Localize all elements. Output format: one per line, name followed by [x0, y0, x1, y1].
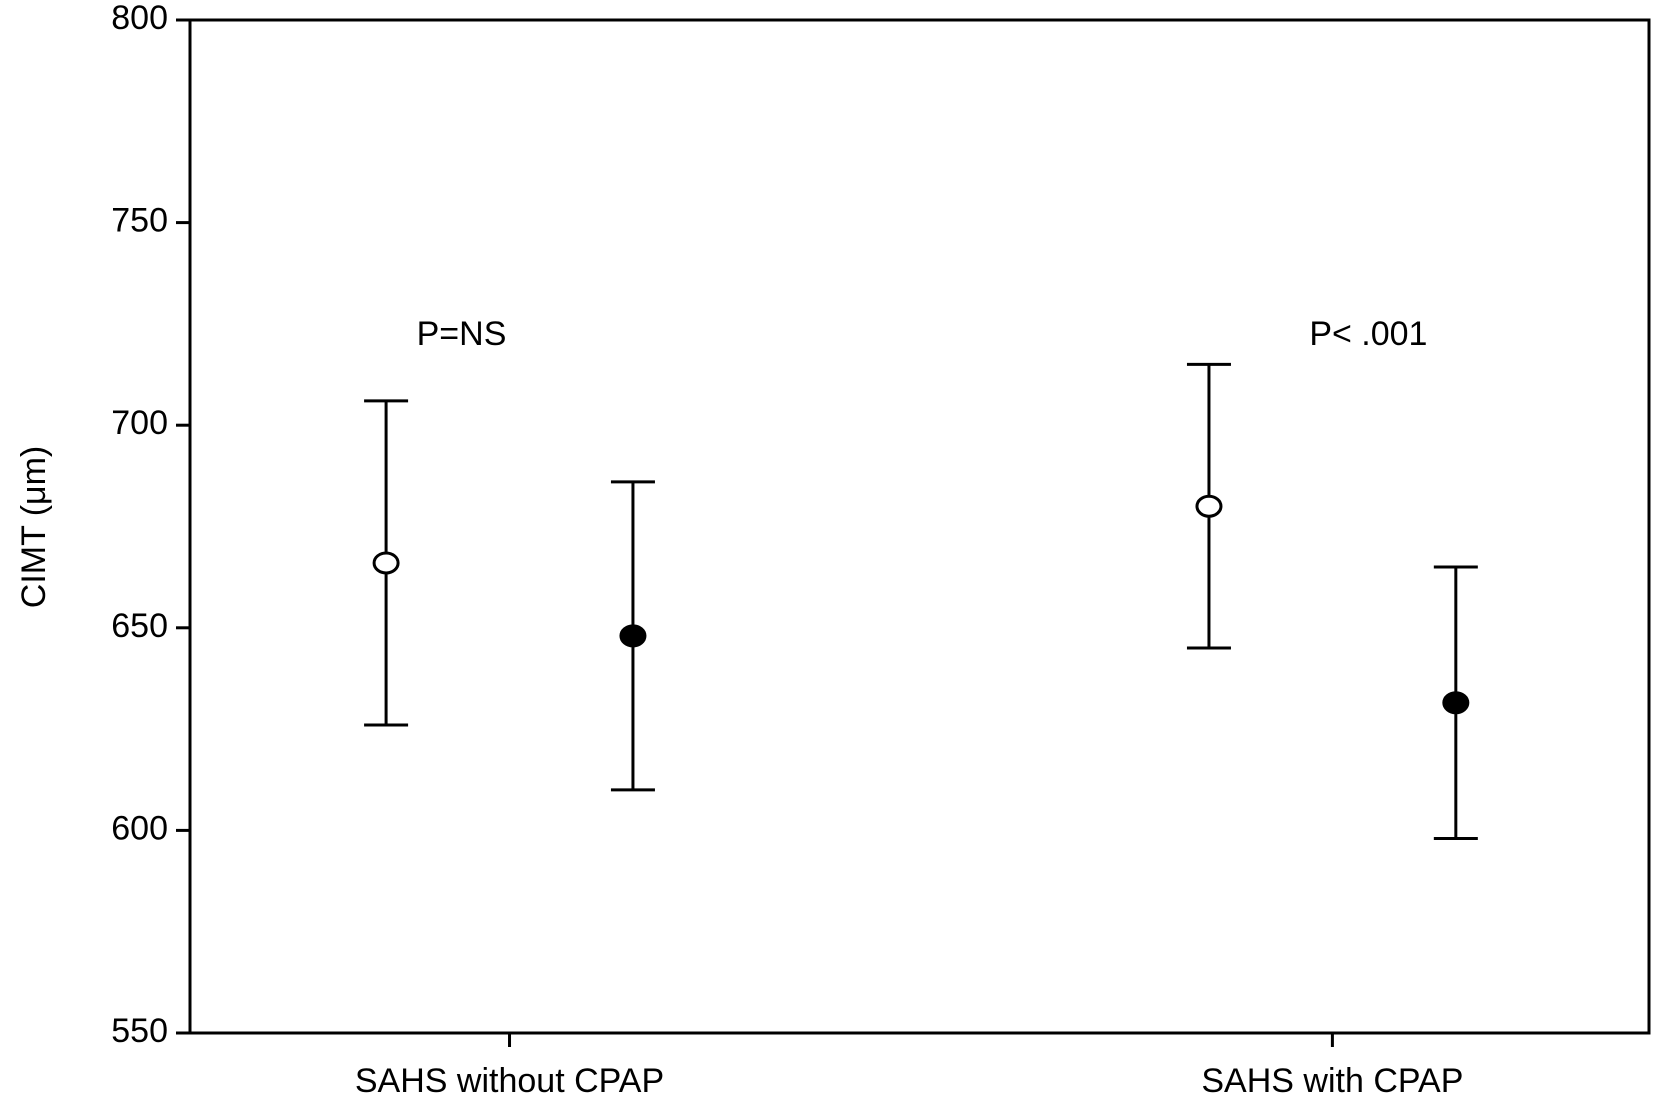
y-tick-label: 800 [111, 0, 168, 37]
y-axis-label: CIMT (μm) [15, 446, 53, 608]
y-tick-label: 650 [111, 607, 168, 645]
y-tick-label: 600 [111, 809, 168, 847]
y-tick-label: 550 [111, 1012, 168, 1050]
y-tick-label: 700 [111, 404, 168, 442]
annotation: P< .001 [1309, 315, 1427, 353]
mean-point [372, 551, 400, 575]
annotation: P=NS [417, 315, 507, 353]
mean-point [619, 624, 647, 648]
x-tick-label: SAHS with CPAP [1201, 1062, 1463, 1100]
plot-frame [188, 18, 1651, 1035]
y-tick-label: 750 [111, 202, 168, 240]
mean-point [1195, 494, 1223, 518]
x-tick-label: SAHS without CPAP [355, 1062, 664, 1100]
mean-point [1442, 691, 1470, 715]
